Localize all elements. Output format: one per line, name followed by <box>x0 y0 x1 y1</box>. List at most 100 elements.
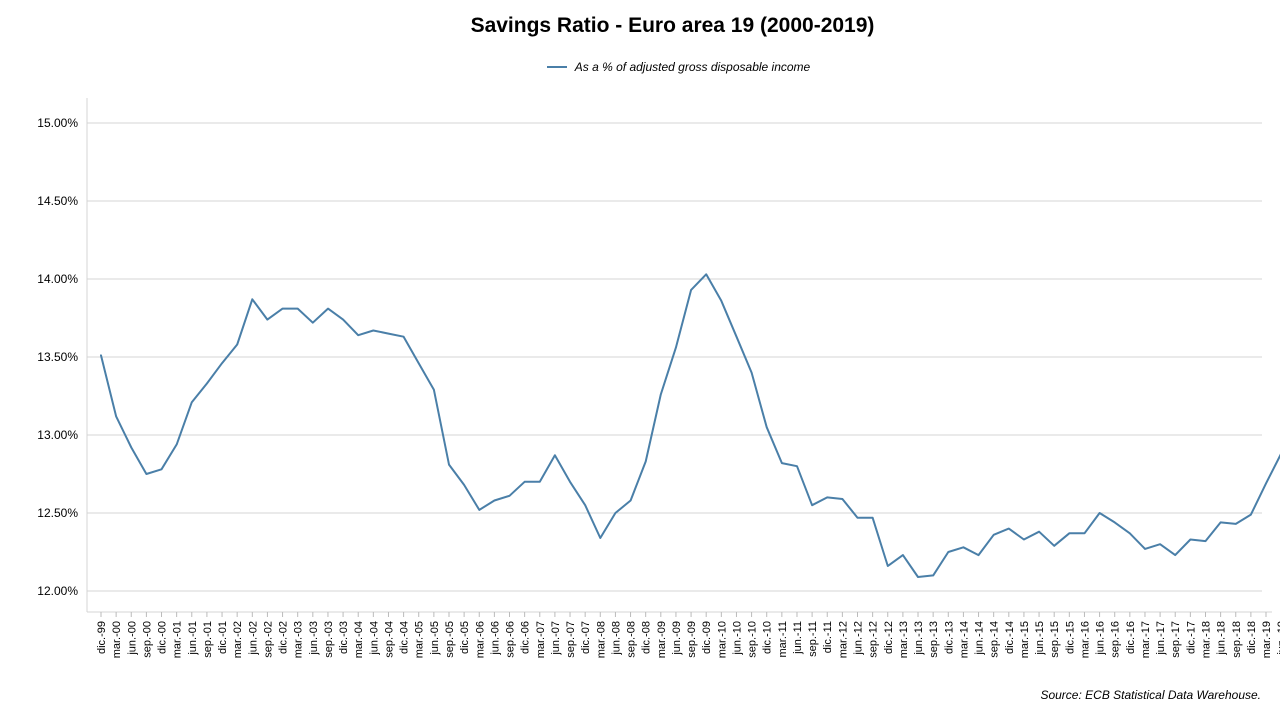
data-point <box>1008 528 1010 530</box>
x-tick-label: mar.-18 <box>1200 621 1212 658</box>
x-tick-label: dic.-06 <box>520 621 532 654</box>
x-tick-label: mar.-00 <box>111 621 123 658</box>
x-tick-label: sep.-13 <box>928 621 940 658</box>
data-point <box>418 362 420 364</box>
data-point <box>705 273 707 275</box>
grid-layer <box>87 122 1262 592</box>
data-point <box>100 354 102 356</box>
x-tick-label: mar.-07 <box>535 621 547 658</box>
x-tick-label: mar.-11 <box>777 621 789 657</box>
x-tick-label: jun.-06 <box>489 621 501 656</box>
data-point <box>917 576 919 578</box>
data-point <box>645 460 647 463</box>
y-tick-label: 13.00% <box>37 428 78 442</box>
x-tick-label: mar.-14 <box>958 621 970 658</box>
x-tick-label: jun.-10 <box>731 621 743 656</box>
x-tick-label: sep.-06 <box>505 621 517 658</box>
x-tick-label: mar.-15 <box>1019 621 1031 658</box>
data-point <box>191 401 193 403</box>
data-point <box>766 426 768 428</box>
x-tick-label: mar.-12 <box>837 621 849 658</box>
y-tick-label: 13.50% <box>37 350 78 364</box>
data-point <box>856 517 859 519</box>
x-tick-label: jun.-18 <box>1216 621 1228 656</box>
x-tick-label: sep.-12 <box>868 621 880 658</box>
data-point <box>251 298 253 300</box>
x-tick-label: jun.-00 <box>126 621 138 656</box>
data-point <box>584 504 586 506</box>
data-point <box>962 546 965 548</box>
data-point <box>1053 545 1055 547</box>
data-point <box>357 334 359 336</box>
x-tick-label: jun.-15 <box>1034 621 1046 656</box>
data-point <box>1144 548 1146 550</box>
x-tick-label: sep.-15 <box>1049 621 1061 658</box>
x-tick-label: dic.-04 <box>399 621 411 654</box>
data-point <box>1174 554 1176 556</box>
data-point <box>478 509 480 511</box>
data-point <box>1038 531 1040 533</box>
data-point <box>569 481 571 483</box>
data-point <box>433 389 435 391</box>
x-tick-label: dic.-01 <box>217 621 229 654</box>
data-point <box>811 504 813 506</box>
x-tick-label: sep.-00 <box>141 621 153 658</box>
x-tick-label: dic.-18 <box>1246 621 1258 654</box>
x-tick-label: sep.-08 <box>626 621 638 658</box>
x-tick-label: sep.-09 <box>686 621 698 658</box>
data-point <box>1189 538 1191 541</box>
x-tick-label: sep.-07 <box>565 621 577 658</box>
x-tick-label: dic.-13 <box>943 621 955 654</box>
data-point <box>160 468 163 470</box>
x-tick-label: jun.-13 <box>913 621 925 656</box>
data-point <box>720 300 722 302</box>
x-tick-label: dic.-10 <box>762 621 774 654</box>
y-tick-label: 14.00% <box>37 272 78 286</box>
x-tick-label: dic.-08 <box>641 621 653 654</box>
x-tick-label: dic.-15 <box>1064 621 1076 654</box>
data-point <box>735 336 738 338</box>
data-point <box>841 498 844 500</box>
x-tick-label: sep.-14 <box>989 621 1001 658</box>
data-point <box>796 465 798 467</box>
x-tick-label: mar.-09 <box>656 621 668 658</box>
x-tick-label: jun.-03 <box>308 621 320 656</box>
data-point <box>690 289 692 291</box>
x-tick-label: jun.-11 <box>792 621 804 655</box>
data-point <box>448 464 450 466</box>
data-point <box>463 484 465 486</box>
x-tick-label: mar.-10 <box>716 621 728 658</box>
data-point <box>675 347 677 349</box>
series-line <box>100 273 1280 578</box>
x-tick-label: sep.-16 <box>1110 621 1122 658</box>
data-point <box>599 537 601 539</box>
data-point <box>493 499 495 502</box>
data-point <box>751 372 753 374</box>
x-tick-label: dic.-00 <box>157 621 169 654</box>
x-tick-label: jun.-14 <box>974 621 986 656</box>
data-point <box>993 534 995 536</box>
data-point <box>1129 532 1131 534</box>
x-tick-label: jun.-08 <box>610 621 622 656</box>
x-tick-label: dic.-14 <box>1004 621 1016 654</box>
x-tick-label: mar.-06 <box>474 621 486 658</box>
x-tick-label: sep.-05 <box>444 621 456 658</box>
data-point <box>1114 521 1116 524</box>
data-point <box>1083 532 1086 534</box>
data-point <box>130 446 132 449</box>
x-tick-label: dic.-03 <box>338 621 350 654</box>
data-point <box>524 481 526 483</box>
y-tick-label: 12.50% <box>37 506 78 520</box>
x-tick-label: jun.-05 <box>429 621 441 656</box>
series-layer <box>100 273 1280 578</box>
x-tick-label: mar.-01 <box>172 621 184 658</box>
x-tick-labels: dic.-99 mar.-00 jun.-00 sep.-00 dic.-00 mar.-… <box>96 621 1280 658</box>
data-point <box>630 499 632 502</box>
data-point <box>372 329 374 332</box>
x-tick-label: dic.-16 <box>1125 621 1137 654</box>
data-point <box>1023 538 1025 541</box>
x-tick-label: sep.-18 <box>1231 621 1243 658</box>
x-tick-label: jun.-09 <box>671 621 683 656</box>
data-point <box>1265 482 1267 484</box>
